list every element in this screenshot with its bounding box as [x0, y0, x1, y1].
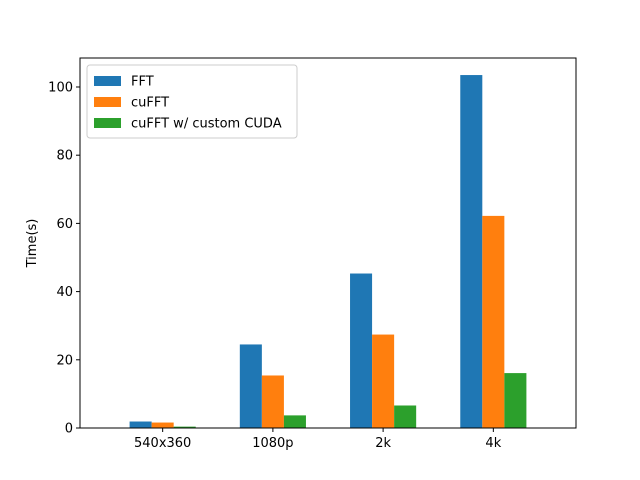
- bar-cufft-w-custom-cuda-2k: [394, 405, 417, 428]
- bar-cufft-4k: [482, 215, 505, 428]
- legend-box: [86, 64, 298, 139]
- legend-swatch: [94, 76, 121, 86]
- x-tick-label: 4k: [485, 436, 501, 451]
- bar-cufft-w-custom-cuda-4k: [504, 373, 527, 428]
- legend-label: FFT: [131, 75, 154, 90]
- legend-swatch: [94, 118, 121, 128]
- bar-fft-4k: [460, 75, 483, 429]
- legend-label: cuFFT w/ custom CUDA: [131, 117, 282, 132]
- y-tick-label: 0: [65, 422, 73, 437]
- bar-fft-540x360: [129, 421, 152, 428]
- x-tick-label: 540x360: [134, 436, 191, 451]
- bar-cufft-w-custom-cuda-1080p: [283, 415, 306, 428]
- plot-frame: [79, 57, 577, 429]
- bars-layer: [129, 75, 527, 429]
- y-tick-label: 60: [56, 217, 73, 232]
- bar-cufft-w-custom-cuda-540x360: [173, 426, 196, 428]
- legend-swatch: [94, 97, 121, 107]
- y-tick-label: 40: [56, 285, 73, 300]
- y-tick-label: 100: [48, 80, 73, 95]
- y-tick-label: 80: [56, 149, 73, 164]
- y-axis-ticks: 0 20 40 60 80 100: [48, 80, 80, 437]
- bar-fft-1080p: [239, 344, 262, 428]
- legend: FFT cuFFT cuFFT w/ custom CUDA: [86, 64, 298, 139]
- bar-cufft-1080p: [261, 375, 284, 428]
- bar-fft-2k: [350, 273, 373, 428]
- y-axis-label: Time(s): [25, 219, 40, 269]
- x-tick-label: 2k: [375, 436, 391, 451]
- x-tick-label: 1080p: [252, 436, 293, 451]
- x-axis-ticks: 540x360 1080p 2k 4k: [134, 428, 502, 451]
- legend-label: cuFFT: [131, 96, 169, 111]
- bar-cufft-2k: [372, 334, 395, 428]
- bar-cufft-540x360: [151, 422, 174, 428]
- y-tick-label: 20: [56, 353, 73, 368]
